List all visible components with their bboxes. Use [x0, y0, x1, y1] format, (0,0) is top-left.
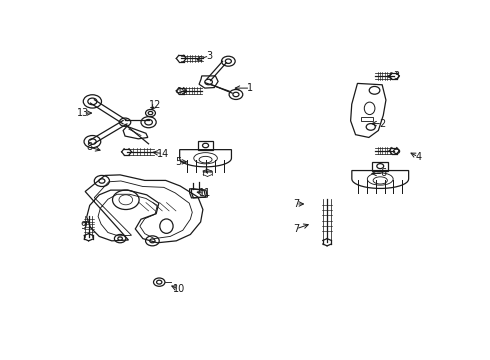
Text: 7: 7 — [293, 199, 299, 209]
Text: 12: 12 — [149, 100, 162, 110]
Text: 7: 7 — [293, 224, 299, 234]
Text: 6: 6 — [380, 168, 386, 179]
Text: 13: 13 — [77, 108, 89, 118]
Text: 3: 3 — [393, 72, 399, 81]
Text: 9: 9 — [80, 221, 86, 231]
Text: 11: 11 — [198, 188, 211, 198]
Text: 4: 4 — [415, 152, 421, 162]
Text: 2: 2 — [379, 118, 385, 129]
Text: 3: 3 — [206, 51, 213, 61]
Text: 14: 14 — [157, 149, 169, 158]
Text: 5: 5 — [175, 157, 181, 167]
Text: 1: 1 — [247, 83, 253, 93]
Text: 8: 8 — [87, 142, 93, 152]
Text: 4: 4 — [175, 87, 181, 97]
Text: 10: 10 — [173, 284, 185, 294]
